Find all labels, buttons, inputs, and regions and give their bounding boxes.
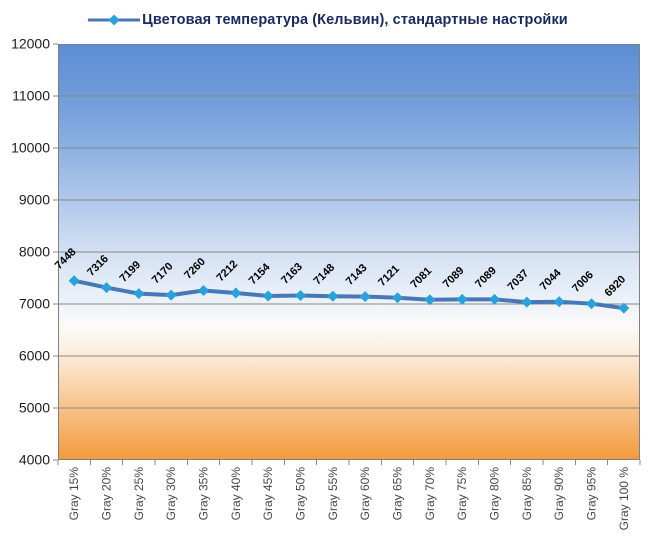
data-label: 7170 [150, 260, 176, 286]
data-point-marker [586, 298, 597, 310]
data-label: 7148 [311, 262, 337, 288]
x-axis-label: Gray 20% [100, 467, 114, 521]
x-axis-label: Gray 30% [164, 467, 178, 521]
data-point-marker [359, 291, 371, 303]
legend-label: Цветовая температура (Кельвин), стандарт… [142, 12, 568, 28]
y-axis-label: 7000 [19, 296, 50, 312]
data-label: 7006 [570, 269, 596, 295]
data-point-marker [230, 287, 242, 299]
y-axis-label: 10000 [11, 140, 50, 156]
data-point-marker [456, 293, 468, 305]
data-label: 7316 [85, 253, 111, 279]
data-label: 7448 [53, 246, 79, 272]
data-label: 7081 [408, 265, 434, 291]
x-axis-label: Gray 60% [358, 467, 372, 521]
data-label: 7121 [376, 263, 402, 289]
data-point-marker [327, 290, 339, 302]
data-label: 7089 [473, 265, 499, 291]
x-axis-label: Gray 25% [132, 467, 146, 521]
data-label: 7260 [182, 256, 208, 282]
data-point-marker [198, 284, 209, 296]
data-label: 7212 [214, 258, 240, 284]
y-axis-label: 12000 [11, 36, 50, 52]
x-axis-label: Gray 35% [197, 467, 211, 521]
x-axis-label: Gray 15% [67, 467, 81, 521]
x-axis-label: Gray 45% [261, 467, 275, 521]
x-axis-label: Gray 65% [391, 467, 405, 521]
x-axis-label: Gray 55% [326, 467, 340, 521]
legend: Цветовая температура (Кельвин), стандарт… [0, 8, 655, 32]
x-axis-label: Gray 80% [488, 467, 502, 521]
data-point-marker [262, 290, 274, 302]
data-point-marker [392, 292, 403, 304]
legend-line-marker-icon [88, 14, 141, 26]
data-label: 7163 [279, 261, 305, 287]
data-point-marker [424, 294, 436, 306]
x-axis-label: Gray 75% [455, 467, 469, 521]
data-point-marker [101, 282, 112, 294]
x-axis-label: Gray 70% [423, 467, 437, 521]
data-point-marker [618, 302, 630, 314]
data-label: 7089 [441, 265, 467, 291]
x-axis-label: Gray 90% [552, 467, 566, 521]
data-point-marker [133, 288, 145, 300]
data-point-marker [68, 275, 80, 287]
data-label: 7199 [117, 259, 143, 285]
x-axis-label: Gray 95% [585, 467, 599, 521]
data-label: 7143 [344, 262, 370, 288]
data-label: 7044 [538, 266, 564, 292]
x-axis-label: Gray 100 % [617, 467, 631, 531]
y-axis-label: 6000 [19, 348, 50, 364]
y-axis-label: 4000 [19, 452, 50, 468]
x-axis-label: Gray 40% [229, 467, 243, 521]
y-axis-label: 11000 [12, 88, 50, 104]
data-point-marker [521, 296, 533, 308]
data-point-marker [165, 289, 177, 301]
y-axis-label: 9000 [19, 192, 50, 208]
x-axis-label: Gray 50% [294, 467, 308, 521]
x-axis-label: Gray 85% [520, 467, 534, 521]
data-point-marker [489, 293, 500, 305]
data-label: 7154 [247, 261, 273, 287]
data-label: 6920 [602, 273, 628, 299]
data-point-marker [295, 290, 306, 302]
legend-diamond-icon [108, 14, 120, 26]
data-point-marker [553, 296, 565, 308]
y-axis-label: 5000 [19, 400, 50, 416]
data-label: 7037 [505, 267, 531, 293]
y-axis-label: 8000 [19, 244, 50, 260]
